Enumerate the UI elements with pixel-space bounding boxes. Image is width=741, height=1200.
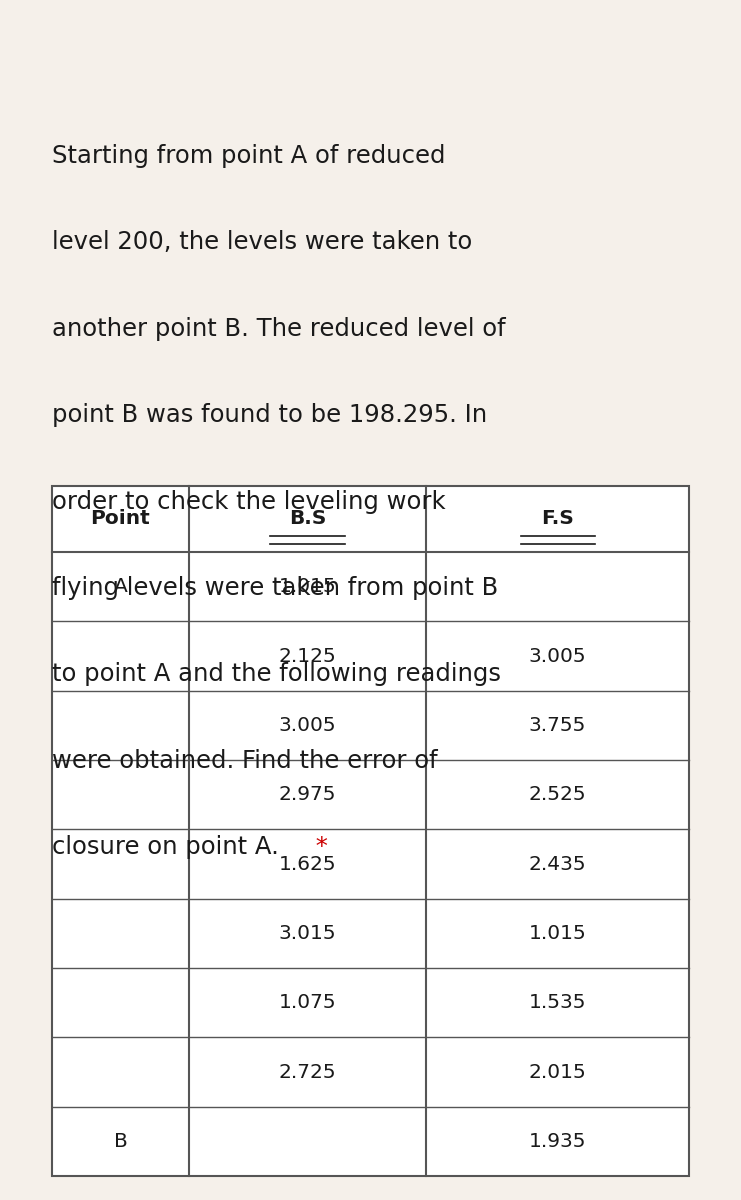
Text: A: A [113, 577, 127, 596]
Text: 3.005: 3.005 [279, 716, 336, 734]
Text: B.S: B.S [289, 510, 326, 528]
Text: 1.015: 1.015 [279, 577, 336, 596]
Text: 1.075: 1.075 [279, 994, 336, 1012]
Text: 3.755: 3.755 [529, 716, 586, 734]
Text: 2.975: 2.975 [279, 785, 336, 804]
Text: 1.625: 1.625 [279, 854, 336, 874]
Text: 1.935: 1.935 [529, 1132, 586, 1151]
Text: 3.005: 3.005 [529, 647, 586, 666]
Text: F.S: F.S [541, 510, 574, 528]
Text: flying levels were taken from point B: flying levels were taken from point B [52, 576, 498, 600]
FancyBboxPatch shape [52, 486, 689, 1176]
Text: B: B [113, 1132, 127, 1151]
Text: to point A and the following readings: to point A and the following readings [52, 662, 501, 686]
Text: 2.725: 2.725 [279, 1062, 336, 1081]
Text: order to check the leveling work: order to check the leveling work [52, 490, 445, 514]
Text: closure on point A.: closure on point A. [52, 835, 279, 859]
Text: Point: Point [90, 510, 150, 528]
Text: another point B. The reduced level of: another point B. The reduced level of [52, 317, 505, 341]
Text: 1.535: 1.535 [529, 994, 586, 1012]
Text: 3.015: 3.015 [279, 924, 336, 943]
Text: 2.125: 2.125 [279, 647, 336, 666]
Text: 2.015: 2.015 [529, 1062, 586, 1081]
Text: point B was found to be 198.295. In: point B was found to be 198.295. In [52, 403, 487, 427]
Text: were obtained. Find the error of: were obtained. Find the error of [52, 749, 437, 773]
Text: 2.435: 2.435 [529, 854, 586, 874]
Text: 2.525: 2.525 [529, 785, 586, 804]
Text: 1.015: 1.015 [529, 924, 586, 943]
Text: Starting from point A of reduced: Starting from point A of reduced [52, 144, 445, 168]
Text: *: * [308, 835, 328, 859]
Text: level 200, the levels were taken to: level 200, the levels were taken to [52, 230, 472, 254]
